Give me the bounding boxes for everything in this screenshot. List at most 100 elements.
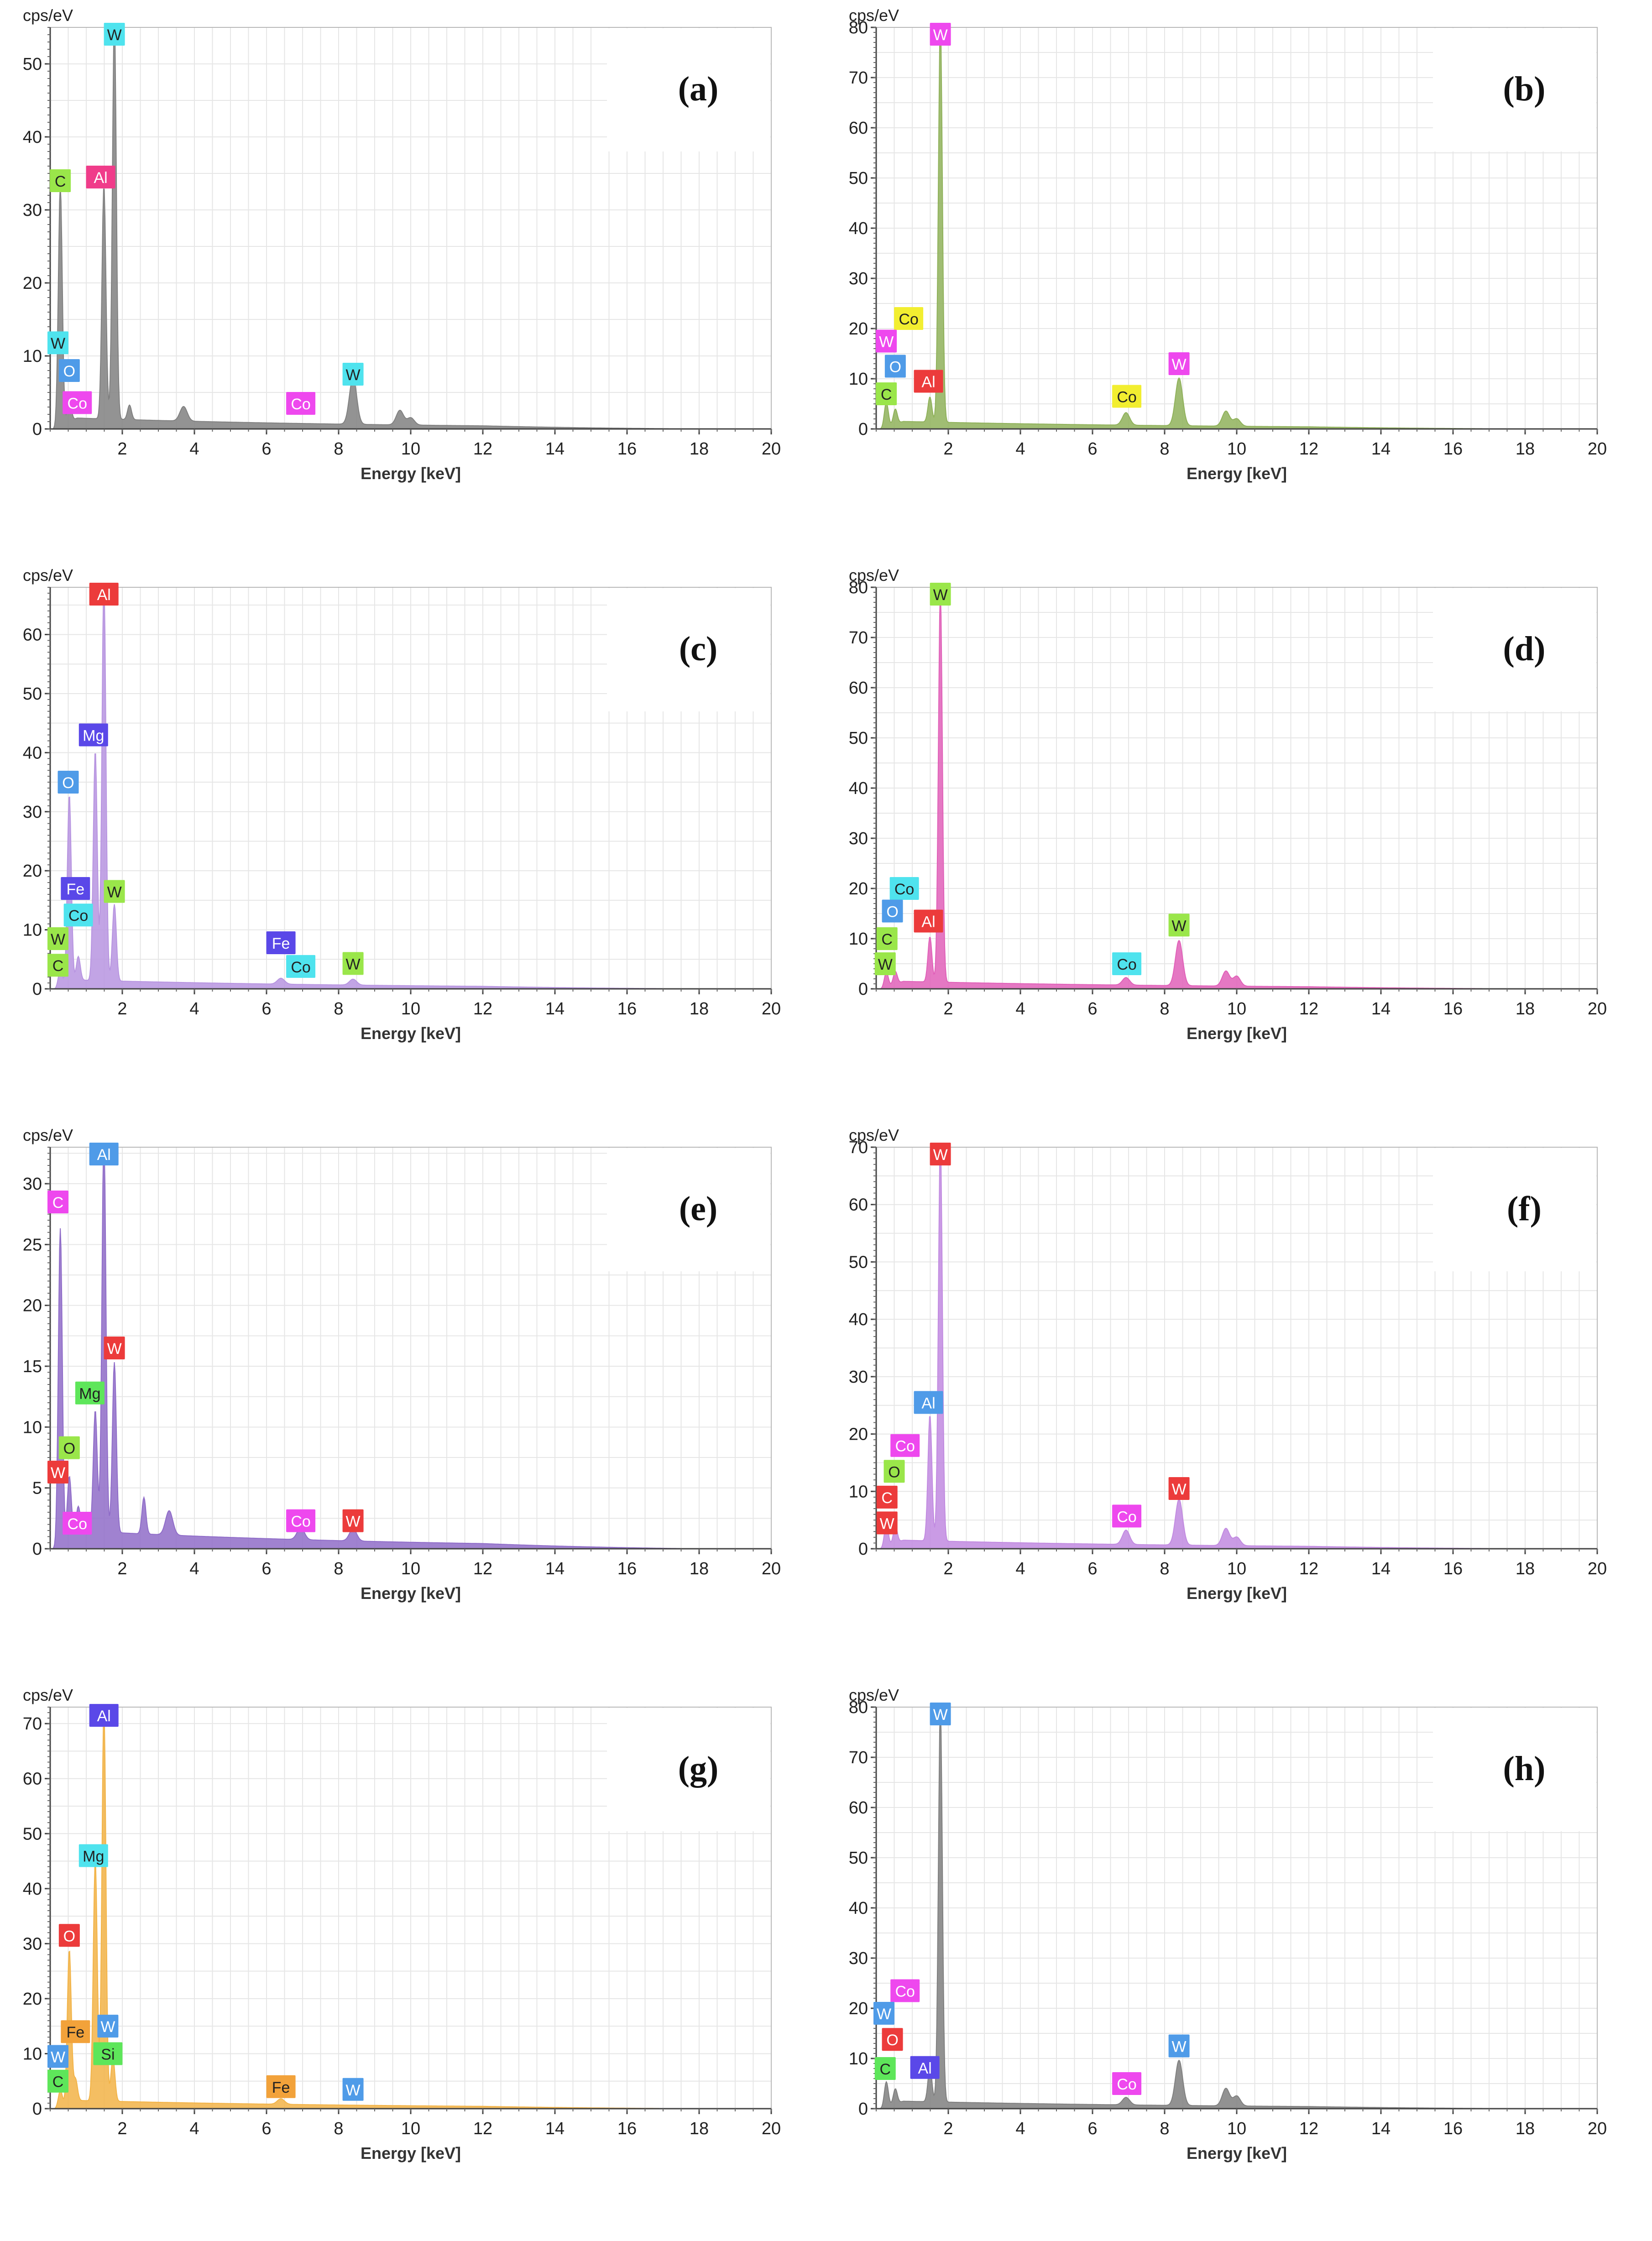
element-label-box [104, 880, 125, 903]
element-label-text: Al [97, 1708, 111, 1725]
x-axis-label: Energy [keV] [1187, 464, 1287, 483]
label-background [1433, 1708, 1596, 1831]
x-tick-label: 16 [1443, 1559, 1463, 1578]
element-label-box [874, 2057, 896, 2080]
spectrum-panel-g: 0 10 20 30 40 50 60 70 2 4 6 8 10 12 14 16 18 20 cps/eV Ene… [0, 1680, 826, 2240]
element-label-si: Si [93, 2042, 123, 2065]
element-label-box [884, 355, 906, 378]
element-label-box [1168, 914, 1190, 937]
element-label-co: Co [890, 1979, 920, 2002]
element-label-box [47, 331, 68, 355]
element-label-al: Al [89, 583, 119, 606]
x-tick-label: 6 [261, 2119, 271, 2138]
x-tick-label: 8 [1160, 999, 1169, 1019]
y-tick-label: 30 [23, 1175, 42, 1194]
element-label-text: O [886, 2032, 898, 2049]
element-label-text: W [346, 366, 361, 384]
element-label-al: Al [86, 166, 115, 188]
element-label-text: Co [895, 1983, 915, 2001]
element-label-text: W [51, 2048, 65, 2066]
x-tick-label: 4 [189, 439, 199, 459]
element-label-box [884, 1460, 905, 1483]
x-tick-label: 14 [1371, 1559, 1391, 1578]
y-tick-label: 0 [32, 980, 42, 999]
x-tick-label: 4 [1015, 1559, 1025, 1578]
x-tick-label: 2 [117, 999, 127, 1019]
y-axis-label: cps/eV [23, 1686, 73, 1704]
y-tick-label: 50 [23, 684, 42, 704]
element-label-o: O [884, 355, 906, 378]
element-label-w: W [874, 952, 896, 975]
element-label-text: O [888, 1463, 900, 1481]
element-label-w: W [1168, 352, 1190, 375]
element-label-box [286, 1509, 316, 1532]
y-tick-label: 0 [858, 980, 868, 999]
x-tick-label: 18 [690, 1559, 709, 1578]
element-label-box [874, 952, 896, 975]
element-label-co: Co [1112, 2072, 1142, 2095]
y-axis-label: cps/eV [849, 566, 899, 585]
x-tick-label: 4 [1015, 2119, 1025, 2138]
x-tick-label: 12 [473, 999, 492, 1019]
x-tick-label: 20 [762, 439, 781, 459]
element-label-co: Co [894, 307, 924, 330]
element-label-text: W [346, 1513, 361, 1531]
y-tick-label: 25 [23, 1235, 42, 1254]
element-label-box [266, 931, 296, 955]
spectrum-panel-c: 0 10 20 30 40 50 60 2 4 6 8 10 12 14 16 18 20 cps/eV Energ… [0, 560, 826, 1120]
panel-letter: (g) [678, 1750, 719, 1788]
x-tick-label: 16 [1443, 2119, 1463, 2138]
element-label-text: W [107, 883, 122, 901]
x-tick-label: 18 [1516, 2119, 1535, 2138]
y-tick-label: 40 [849, 219, 868, 238]
element-label-text: Co [1117, 1508, 1136, 1525]
y-tick-label: 30 [849, 1949, 868, 1968]
element-label-text: Co [68, 395, 87, 412]
spectrum-chart-g: 0 10 20 30 40 50 60 70 2 4 6 8 10 12 14 16 18 20 cps/eV Ene… [23, 1686, 781, 2163]
x-tick-label: 6 [261, 1559, 271, 1578]
label-background [1433, 588, 1596, 711]
element-label-al: Al [914, 909, 943, 933]
x-tick-label: 20 [1588, 1559, 1607, 1578]
y-tick-label: 0 [858, 2100, 868, 2119]
y-tick-label: 50 [849, 1849, 868, 1868]
element-label-w: W [1168, 2034, 1190, 2058]
x-tick-label: 10 [401, 2119, 420, 2138]
element-label-text: Mg [83, 727, 104, 745]
element-label-text: W [51, 931, 65, 948]
element-label-text: Co [68, 907, 88, 925]
element-label-o: O [58, 771, 79, 794]
element-label-text: Al [921, 914, 935, 931]
element-label-w: W [873, 2002, 894, 2025]
x-tick-label: 16 [617, 439, 637, 459]
element-label-box [47, 2069, 68, 2093]
element-label-text: C [52, 1194, 64, 1212]
element-label-c: C [874, 2057, 896, 2080]
x-tick-label: 18 [1516, 1559, 1535, 1578]
element-label-box [876, 1511, 898, 1535]
element-label-box [342, 1509, 364, 1532]
spectrum-panel-h: 0 10 20 30 40 50 60 70 80 2 4 6 8 10 12 14 16 18 20 cps/eV E… [826, 1680, 1652, 2240]
element-label-co: Co [286, 392, 316, 415]
element-label-text: W [346, 956, 361, 973]
element-label-text: W [933, 26, 948, 44]
element-label-box [97, 2015, 119, 2038]
element-label-text: W [880, 1515, 894, 1532]
element-label-co: Co [890, 1434, 920, 1457]
element-label-al: Al [914, 370, 943, 393]
y-tick-label: 40 [849, 1899, 868, 1918]
element-label-text: W [1172, 2038, 1187, 2056]
x-tick-label: 12 [1299, 439, 1318, 459]
x-tick-label: 18 [690, 999, 709, 1019]
spectrum-panel-f: 0 10 20 30 40 50 60 70 2 4 6 8 10 12 14 16 18 20 cps/eV Ene… [826, 1120, 1652, 1680]
element-label-box [63, 904, 93, 927]
label-background [607, 1148, 770, 1271]
y-tick-label: 50 [849, 729, 868, 748]
y-tick-label: 0 [858, 1540, 868, 1559]
element-label-o: O [882, 899, 903, 923]
spectrum-panel-d: 0 10 20 30 40 50 60 70 80 2 4 6 8 10 12 14 16 18 20 cps/eV E… [826, 560, 1652, 1120]
element-label-text: W [933, 1146, 948, 1164]
element-label-text: Mg [79, 1385, 100, 1403]
x-tick-label: 14 [1371, 999, 1391, 1019]
x-tick-label: 14 [545, 1559, 565, 1578]
